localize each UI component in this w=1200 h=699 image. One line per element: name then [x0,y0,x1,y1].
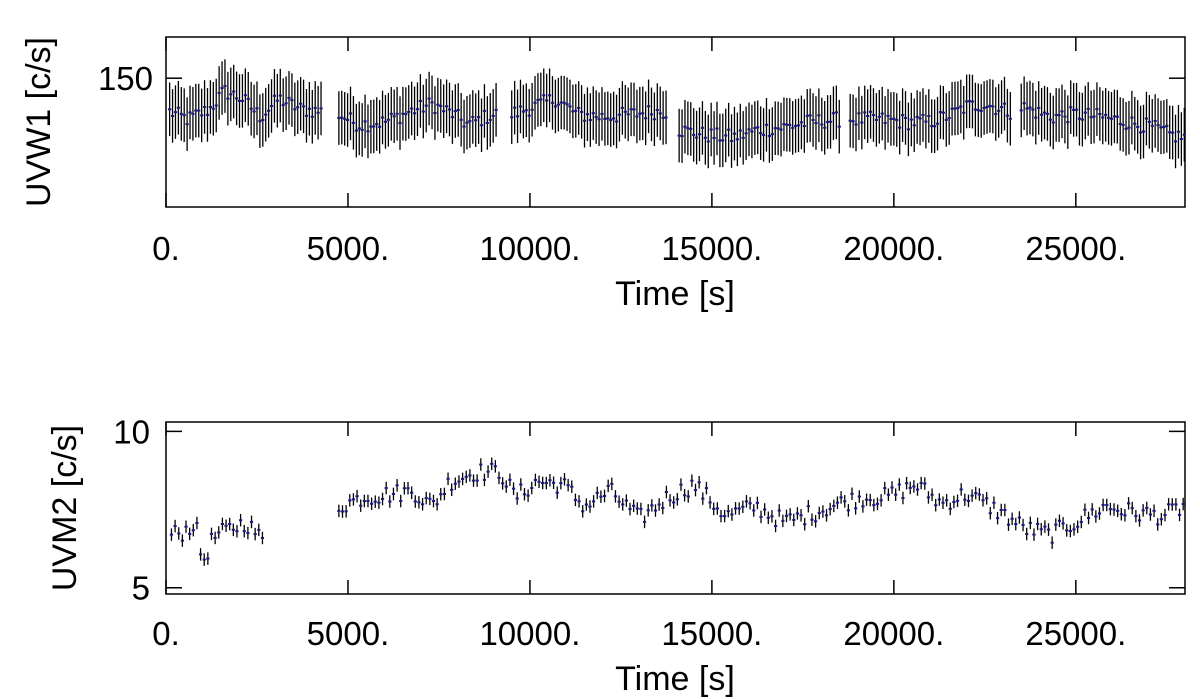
uvm2-panel: 0. 5000. 10000. 15000. 20000. 25000. 5 10 Time… [46,413,1186,698]
uvm2-x-tick-label: 0. [152,615,180,652]
uvw1-panel: 0. 5000. 10000. 15000. 20000. 25000. 150 Time… [20,36,1186,313]
uvm2-y-tick-label: 5 [132,570,150,607]
uvm2-y-tick-label: 10 [113,413,150,450]
uvm2-x-tick-label: 10000. [479,615,580,652]
uvw1-y-axis-label: UVW1 [c/s] [20,37,58,207]
uvm2-x-tick-label: 20000. [843,615,944,652]
uvm2-y-axis-label: UVM2 [c/s] [46,425,84,591]
uvw1-x-axis-label: Time [s] [615,275,735,313]
uvm2-data-marks [169,457,1185,566]
uvw1-x-tick-label: 0. [152,230,180,267]
uvw1-x-tick-label: 15000. [661,230,762,267]
uvw1-plot-frame [165,36,1186,208]
uvw1-x-tick-label: 20000. [843,230,944,267]
uvw1-x-ticks: 0. 5000. 10000. 15000. 20000. 25000. [152,37,1126,267]
uvm2-x-tick-label: 15000. [661,615,762,652]
uvw1-y-ticks: 150 [98,60,1185,97]
uvw1-data-marks [168,59,1186,169]
uvw1-x-tick-label: 10000. [479,230,580,267]
uvw1-x-tick-label: 25000. [1025,230,1126,267]
uvw1-x-tick-label: 5000. [307,230,390,267]
uvm2-plot-frame [165,421,1186,595]
uvm2-y-ticks: 5 10 [113,413,1185,607]
uvm2-x-axis-label: Time [s] [615,660,735,698]
uvm2-x-tick-label: 5000. [307,615,390,652]
uvm2-x-ticks: 0. 5000. 10000. 15000. 20000. 25000. [152,422,1126,652]
uvw1-y-tick-label: 150 [98,60,153,97]
uvm2-x-tick-label: 25000. [1025,615,1126,652]
